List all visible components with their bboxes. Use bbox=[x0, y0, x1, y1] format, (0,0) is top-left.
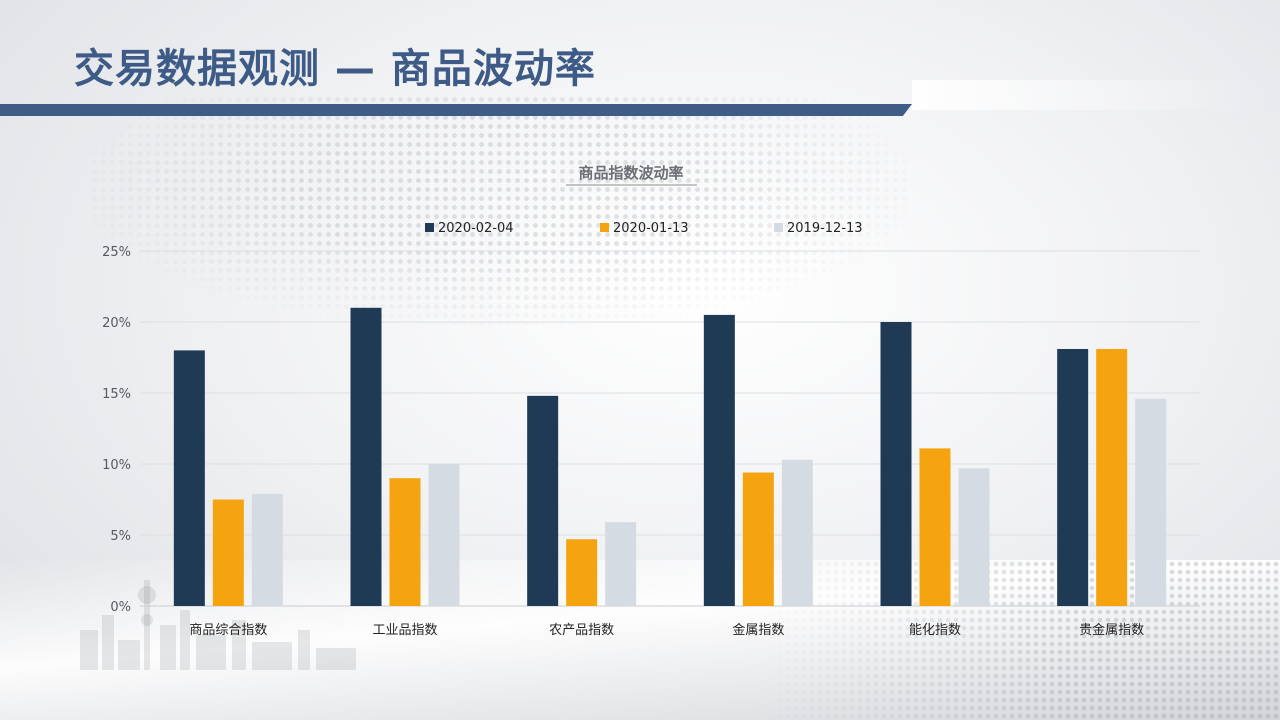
bar bbox=[958, 468, 990, 606]
legend-label: 2020-02-04 bbox=[438, 221, 514, 236]
x-tick-label: 商品综合指数 bbox=[189, 623, 267, 638]
legend-swatch bbox=[425, 223, 434, 232]
chart-title: 商品指数波动率 bbox=[578, 164, 683, 182]
x-tick-label: 工业品指数 bbox=[372, 623, 437, 638]
y-tick-label: 25% bbox=[102, 245, 131, 260]
title-accent-bar bbox=[0, 104, 912, 116]
x-tick-label: 农产品指数 bbox=[549, 623, 614, 638]
bar bbox=[566, 539, 598, 606]
bar bbox=[605, 522, 637, 606]
bar bbox=[919, 448, 951, 606]
y-tick-label: 15% bbox=[102, 387, 131, 402]
bar bbox=[1135, 398, 1167, 606]
y-tick-label: 0% bbox=[110, 600, 131, 615]
x-tick-label: 贵金属指数 bbox=[1079, 622, 1144, 638]
bar bbox=[173, 350, 205, 606]
y-axis: 0% 5% 10% 15% 20% 25% bbox=[102, 245, 131, 615]
bar bbox=[389, 478, 421, 606]
y-tick-label: 5% bbox=[110, 529, 131, 544]
x-tick-label: 金属指数 bbox=[732, 622, 784, 638]
legend-swatch bbox=[774, 223, 783, 232]
bar bbox=[703, 314, 735, 606]
legend-label: 2019-12-13 bbox=[787, 221, 863, 236]
y-tick-label: 10% bbox=[102, 458, 131, 473]
bars bbox=[173, 307, 1167, 606]
bar bbox=[212, 499, 244, 606]
page-title: 交易数据观测 — 商品波动率 bbox=[74, 46, 596, 92]
legend: 2020-02-04 2020-01-13 2019-12-13 bbox=[425, 221, 863, 236]
bar bbox=[1096, 348, 1128, 606]
bar bbox=[350, 307, 382, 606]
bar bbox=[428, 464, 460, 606]
legend-label: 2020-01-13 bbox=[613, 221, 689, 236]
bar bbox=[1057, 348, 1089, 606]
y-tick-label: 20% bbox=[102, 316, 131, 331]
legend-swatch bbox=[600, 223, 609, 232]
bar bbox=[880, 322, 912, 606]
bar bbox=[781, 459, 813, 606]
x-axis: 商品综合指数 工业品指数 农产品指数 金属指数 能化指数 贵金属指数 bbox=[189, 622, 1144, 638]
bar bbox=[251, 493, 283, 606]
gridlines bbox=[140, 250, 1200, 607]
bar bbox=[527, 395, 559, 606]
bar bbox=[742, 472, 774, 606]
x-tick-label: 能化指数 bbox=[909, 623, 961, 638]
